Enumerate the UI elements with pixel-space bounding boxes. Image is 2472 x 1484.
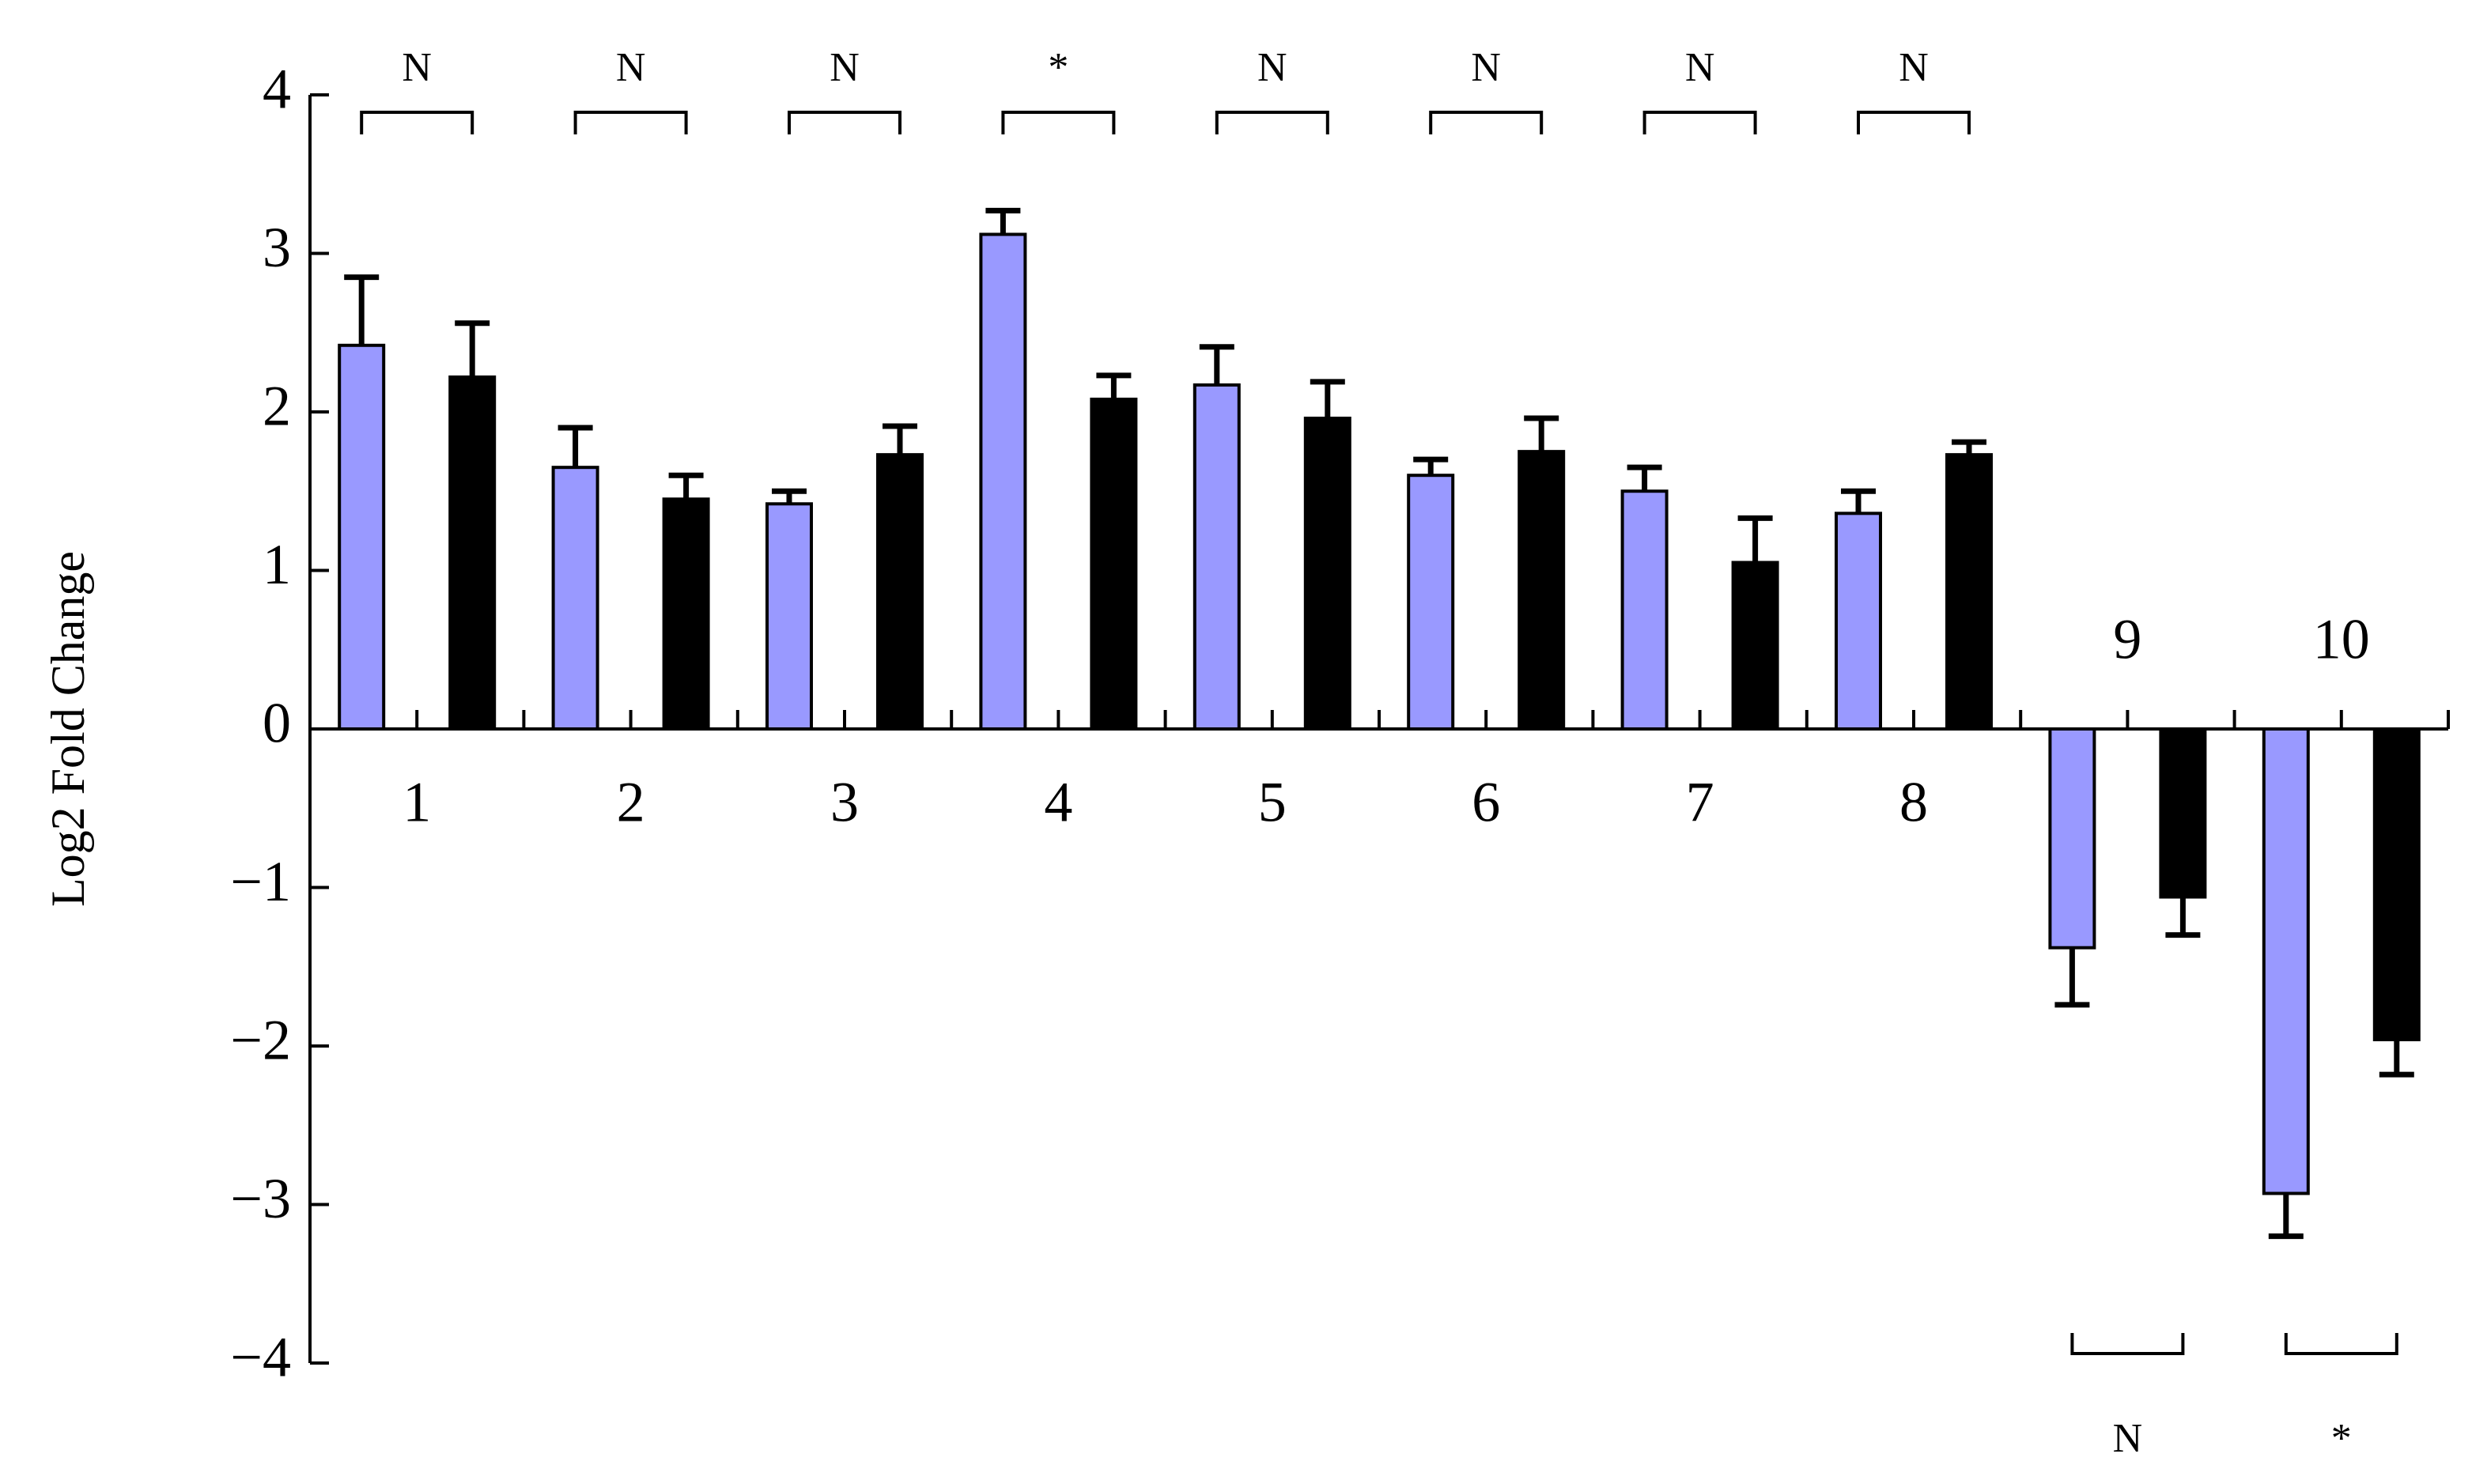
y-tick-label: 0 [263, 692, 291, 755]
significance-label: N [1471, 45, 1501, 90]
x-tick-label: 3 [830, 771, 859, 834]
bar [551, 466, 599, 731]
significance-bracket [788, 111, 901, 134]
significance-bracket [2070, 1333, 2185, 1355]
y-tick-label: 1 [263, 533, 291, 596]
significance-label: * [2331, 1416, 2352, 1461]
significance-label: N [830, 45, 860, 90]
significance-label: N [1899, 45, 1929, 90]
y-tick-label: 3 [263, 216, 291, 279]
bar [1193, 383, 1241, 731]
significance-label: N [402, 45, 432, 90]
bar [1731, 561, 1779, 731]
significance-bracket [360, 111, 474, 134]
bar [2048, 727, 2096, 950]
bar [2159, 727, 2207, 899]
x-tick-label: 2 [617, 771, 645, 834]
bar [765, 502, 813, 731]
x-tick-label: 5 [1258, 771, 1287, 834]
bar [876, 453, 924, 731]
bar [1835, 512, 1882, 731]
x-tick-label: 6 [1472, 771, 1500, 834]
x-tick-label: 7 [1686, 771, 1714, 834]
y-tick-label: −1 [230, 850, 291, 913]
significance-bracket [2284, 1333, 2398, 1355]
bar [1620, 489, 1669, 731]
y-tick-label: 2 [263, 375, 291, 438]
significance-label: N [616, 45, 646, 90]
y-tick-label: −2 [230, 1009, 291, 1072]
bar [979, 232, 1027, 731]
bar [1945, 453, 1993, 731]
x-tick-label: 8 [1899, 771, 1928, 834]
significance-bracket [1215, 111, 1329, 134]
bar [2262, 727, 2310, 1195]
bar [662, 497, 710, 731]
x-tick-label: 4 [1044, 771, 1072, 834]
bar [1518, 450, 1566, 731]
significance-bracket [1001, 111, 1116, 134]
significance-bracket [1857, 111, 1971, 134]
y-tick-label: 4 [263, 58, 291, 121]
y-axis-label: Log2 Fold Change [42, 551, 94, 907]
bar [1090, 397, 1138, 731]
bar [448, 375, 497, 731]
significance-bracket [1429, 111, 1544, 134]
bar [1407, 474, 1455, 731]
significance-label: N [2113, 1416, 2143, 1461]
significance-label: * [1048, 45, 1068, 90]
x-tick-label: 9 [2113, 608, 2141, 671]
x-tick-label: 1 [403, 771, 431, 834]
bar [1303, 417, 1351, 731]
significance-bracket [1642, 111, 1757, 134]
significance-label: N [1257, 45, 1287, 90]
significance-bracket [573, 111, 688, 134]
y-tick-label: −4 [230, 1326, 291, 1389]
y-tick-label: −3 [230, 1167, 291, 1230]
bar [2372, 727, 2421, 1041]
significance-label: N [1685, 45, 1715, 90]
x-tick-label: 10 [2313, 608, 2370, 671]
bar [338, 343, 386, 731]
